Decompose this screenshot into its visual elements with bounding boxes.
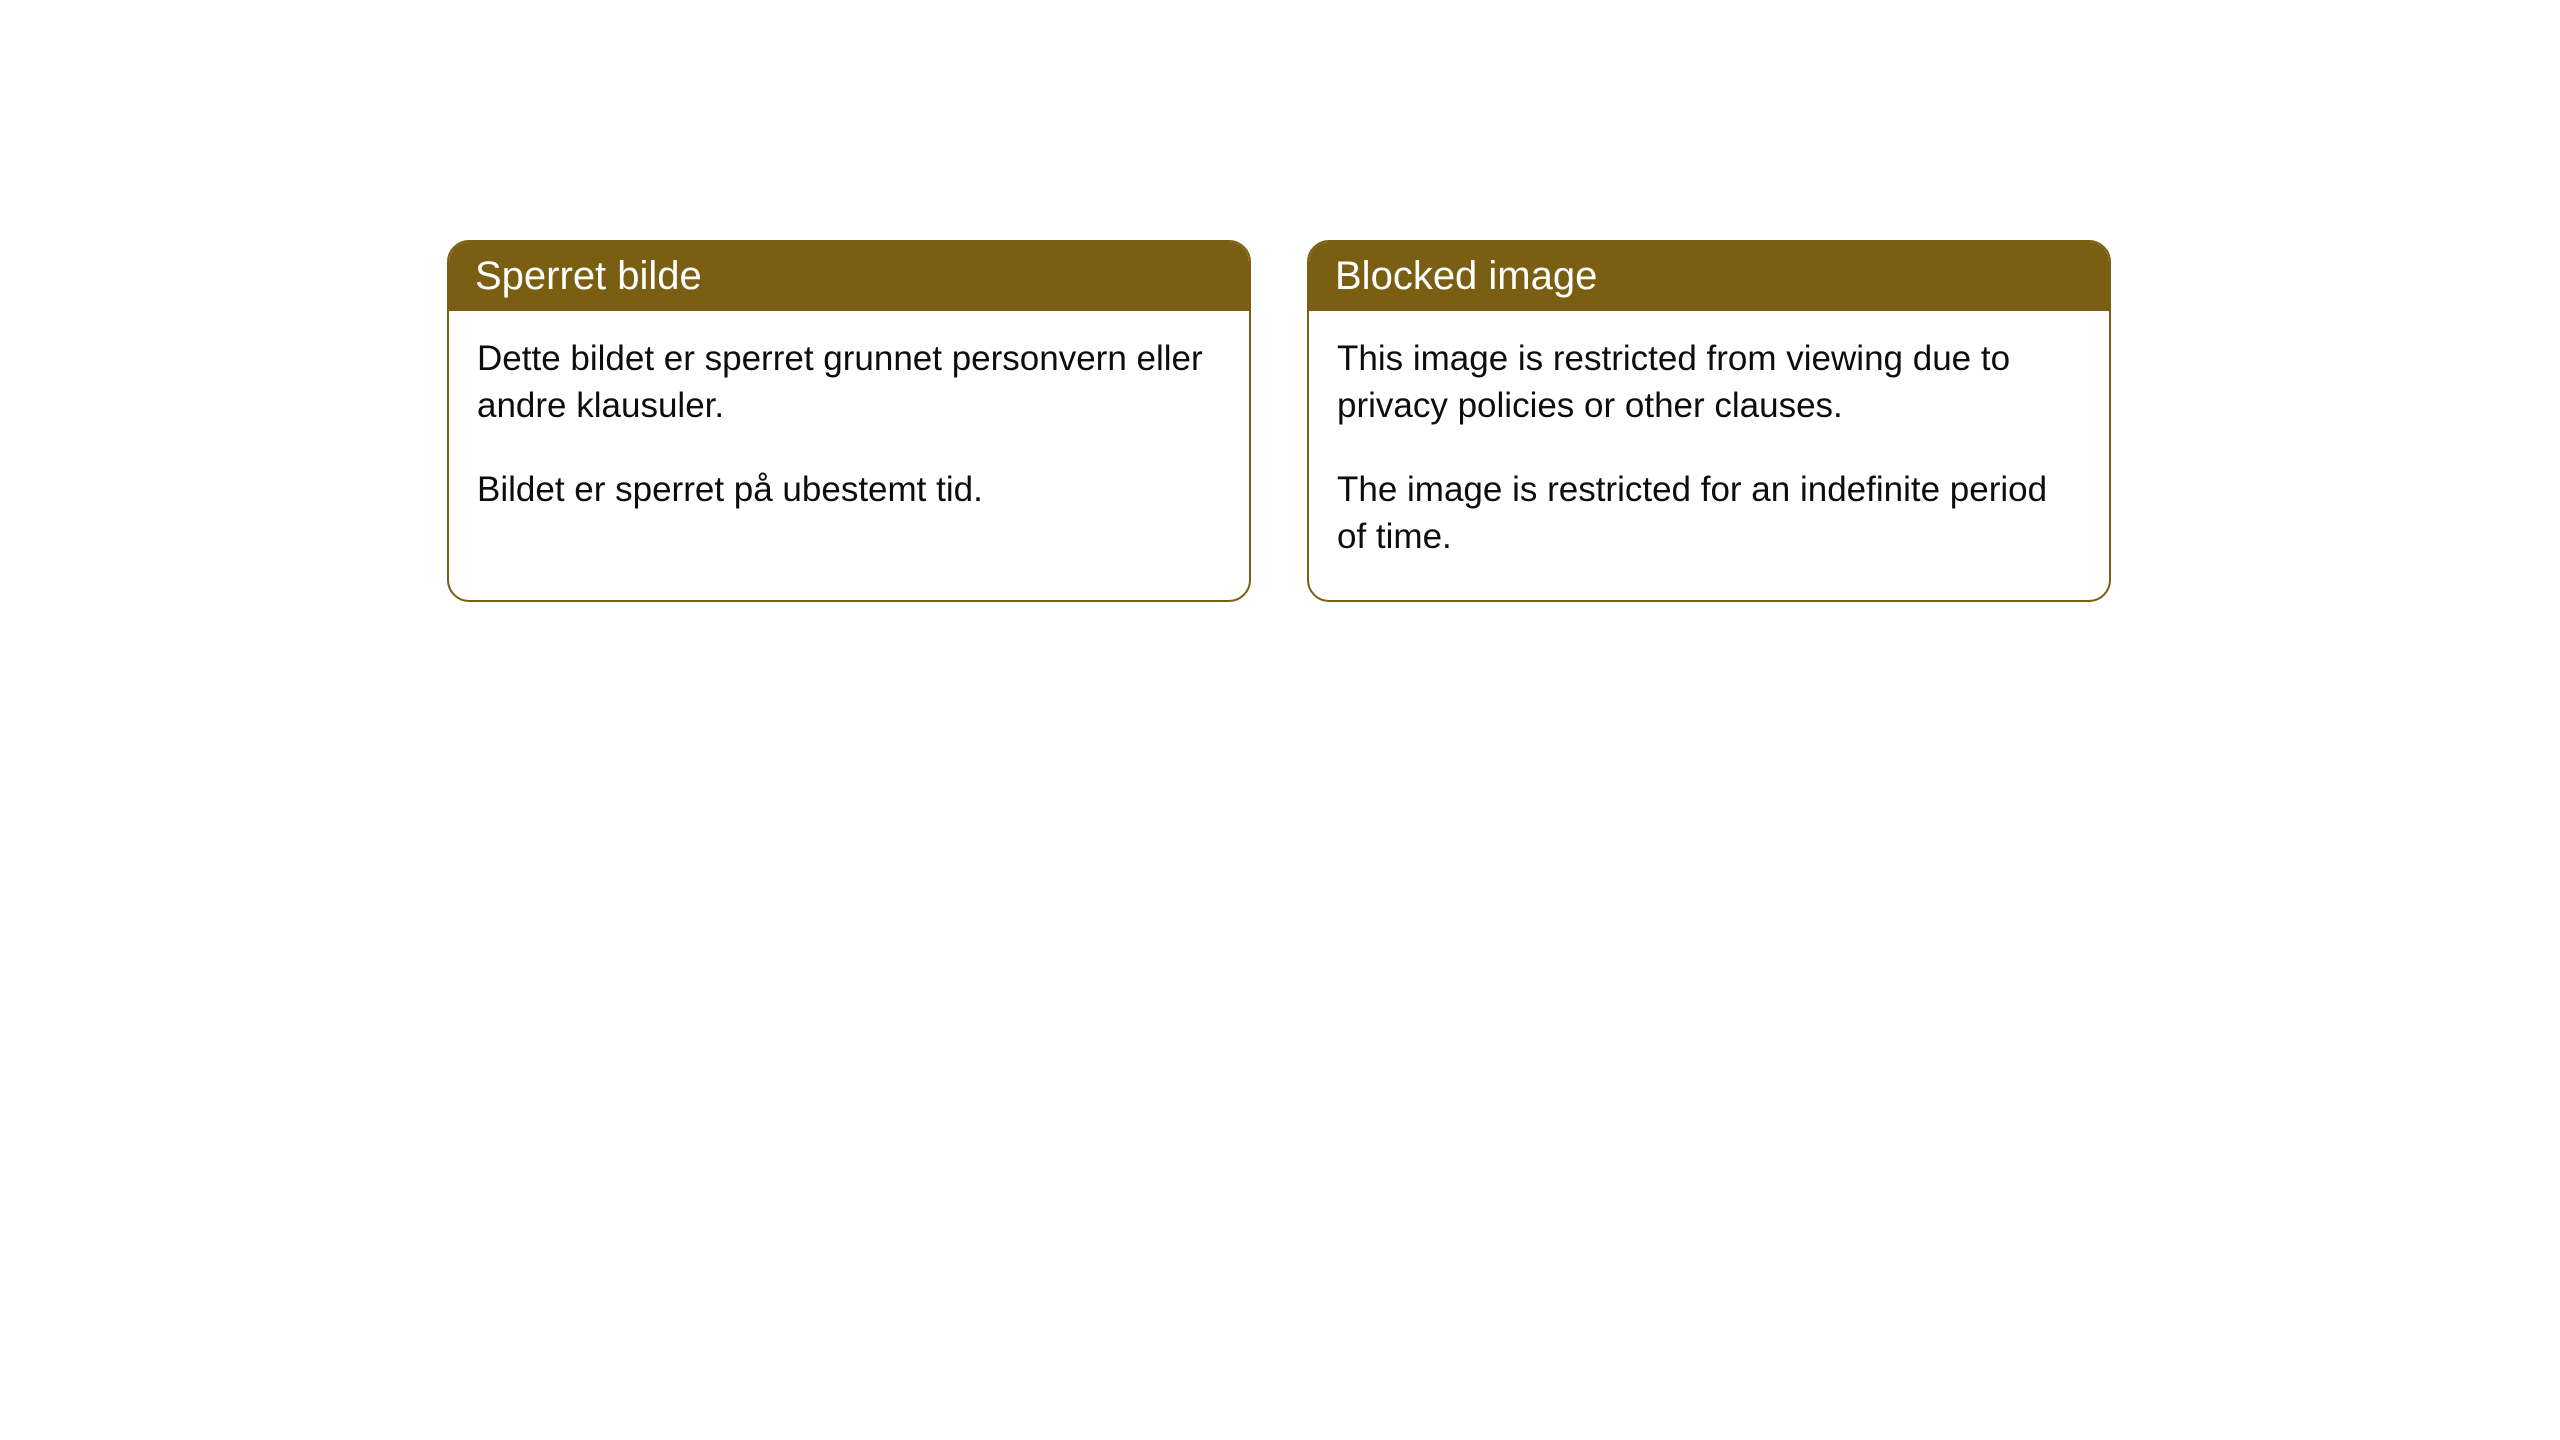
card-text-en-1: This image is restricted from viewing du…: [1337, 335, 2081, 430]
blocked-image-card-no: Sperret bilde Dette bildet er sperret gr…: [447, 240, 1251, 602]
card-title-en: Blocked image: [1335, 254, 1597, 298]
notice-cards-container: Sperret bilde Dette bildet er sperret gr…: [0, 0, 2560, 602]
card-text-no-2: Bildet er sperret på ubestemt tid.: [477, 466, 1221, 513]
card-text-no-1: Dette bildet er sperret grunnet personve…: [477, 335, 1221, 430]
card-header-no: Sperret bilde: [449, 242, 1249, 311]
card-text-en-2: The image is restricted for an indefinit…: [1337, 466, 2081, 561]
card-body-no: Dette bildet er sperret grunnet personve…: [449, 311, 1249, 553]
card-header-en: Blocked image: [1309, 242, 2109, 311]
card-title-no: Sperret bilde: [475, 254, 702, 298]
card-body-en: This image is restricted from viewing du…: [1309, 311, 2109, 600]
blocked-image-card-en: Blocked image This image is restricted f…: [1307, 240, 2111, 602]
